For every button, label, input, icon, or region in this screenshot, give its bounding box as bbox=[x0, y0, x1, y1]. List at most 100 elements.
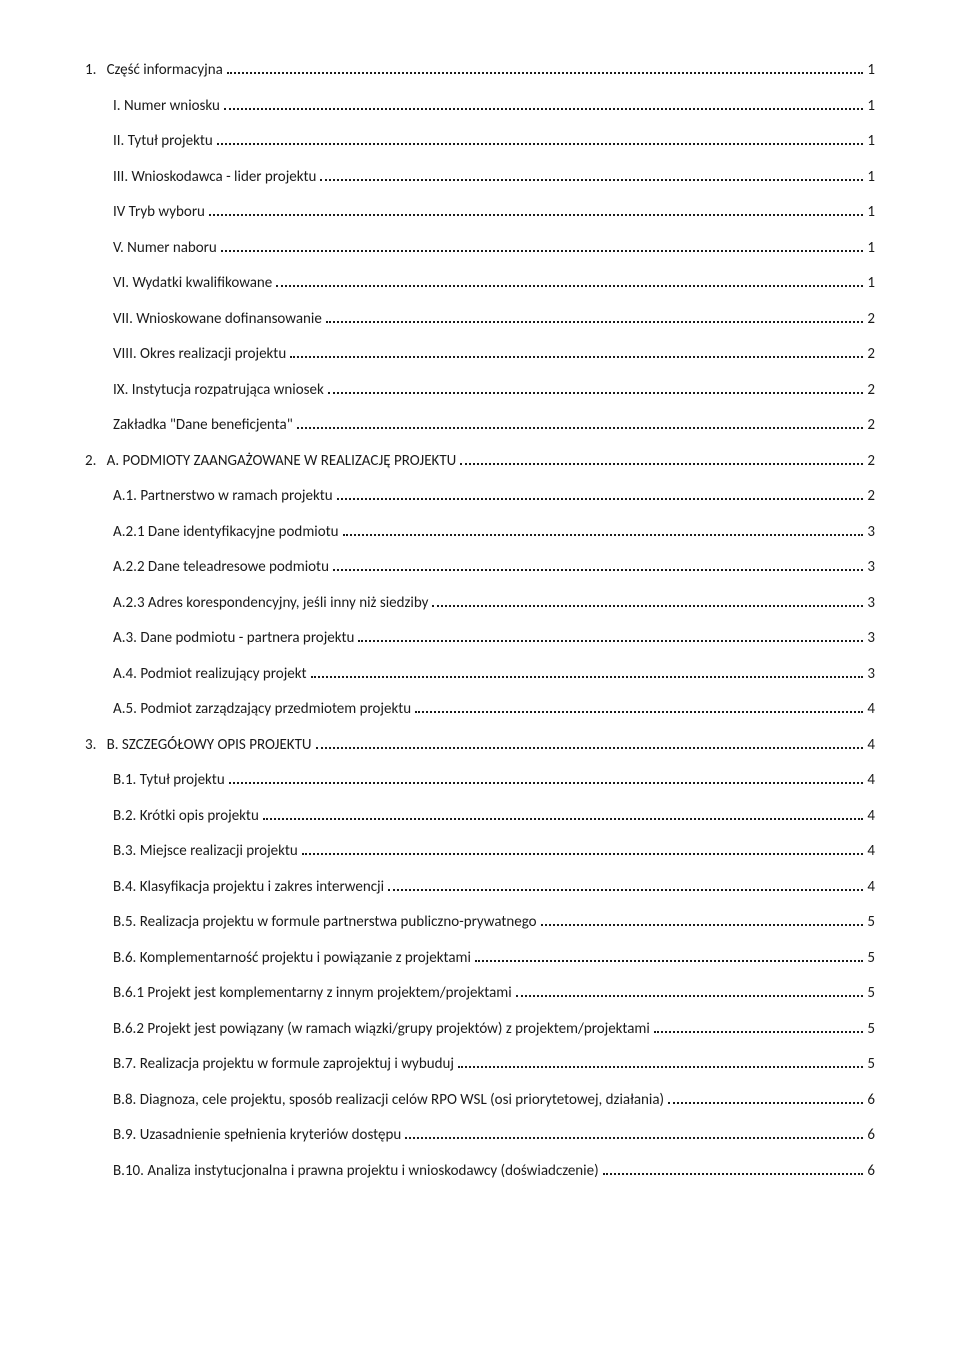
toc-entry-page: 1 bbox=[867, 202, 875, 223]
toc-entry-page: 1 bbox=[867, 167, 875, 188]
toc-leader-dots bbox=[276, 285, 863, 287]
toc-entry-page: 5 bbox=[867, 1054, 875, 1075]
toc-entry: B.2. Krótki opis projektu4 bbox=[85, 806, 875, 827]
toc-entry-label: Zakładka "Dane beneficjenta" bbox=[113, 415, 293, 436]
toc-leader-dots bbox=[217, 143, 864, 145]
toc-leader-dots bbox=[603, 1173, 864, 1175]
toc-entry: B.6.1 Projekt jest komplementarny z inny… bbox=[85, 983, 875, 1004]
toc-entry: IX. Instytucja rozpatrująca wniosek 2 bbox=[85, 380, 875, 401]
toc-entry-page: 2 bbox=[867, 415, 875, 436]
toc-leader-dots bbox=[388, 889, 863, 891]
toc-entry-page: 1 bbox=[867, 96, 875, 117]
toc-entry-page: 1 bbox=[867, 60, 875, 81]
toc-leader-dots bbox=[290, 356, 863, 358]
toc-entry-label: III. Wnioskodawca - lider projektu bbox=[113, 167, 316, 188]
toc-leader-dots bbox=[541, 924, 864, 926]
toc-entry-page: 4 bbox=[867, 841, 875, 862]
toc-entry-page: 4 bbox=[867, 806, 875, 827]
toc-entry-label: II. Tytuł projektu bbox=[113, 131, 213, 152]
toc-entry-label: B.6.1 Projekt jest komplementarny z inny… bbox=[113, 983, 512, 1004]
toc-entry: B.4. Klasyfikacja projektu i zakres inte… bbox=[85, 877, 875, 898]
toc-entry-label: VII. Wnioskowane dofinansowanie bbox=[113, 309, 322, 330]
toc-entry-label: V. Numer naboru bbox=[113, 238, 217, 259]
toc-entry-label: B.7. Realizacja projektu w formule zapro… bbox=[113, 1054, 454, 1075]
toc-leader-dots bbox=[326, 321, 864, 323]
toc-leader-dots bbox=[475, 960, 863, 962]
toc-entry-label: 2. A. PODMIOTY ZAANGAŻOWANE W REALIZACJĘ… bbox=[85, 451, 456, 472]
toc-leader-dots bbox=[227, 72, 864, 74]
toc-entry: VIII. Okres realizacji projektu2 bbox=[85, 344, 875, 365]
toc-leader-dots bbox=[311, 676, 864, 678]
toc-entry-page: 1 bbox=[867, 273, 875, 294]
toc-entry-page: 3 bbox=[867, 593, 875, 614]
toc-entry: B.6.2 Projekt jest powiązany (w ramach w… bbox=[85, 1019, 875, 1040]
toc-entry: A.2.1 Dane identyfikacyjne podmiotu3 bbox=[85, 522, 875, 543]
toc-entry-label: 1. Część informacyjna bbox=[85, 60, 223, 81]
toc-entry-page: 3 bbox=[867, 628, 875, 649]
toc-entry-label: I. Numer wniosku bbox=[113, 96, 220, 117]
toc-entry: VI. Wydatki kwalifikowane 1 bbox=[85, 273, 875, 294]
toc-entry-label: A.4. Podmiot realizujący projekt bbox=[113, 664, 307, 685]
toc-leader-dots bbox=[460, 463, 863, 465]
toc-entry: A.1. Partnerstwo w ramach projektu 2 bbox=[85, 486, 875, 507]
toc-entry-label: B.8. Diagnoza, cele projektu, sposób rea… bbox=[113, 1090, 664, 1111]
toc-entry-label: VI. Wydatki kwalifikowane bbox=[113, 273, 272, 294]
toc-leader-dots bbox=[333, 569, 863, 571]
toc-entry-page: 2 bbox=[867, 380, 875, 401]
toc-leader-dots bbox=[458, 1066, 863, 1068]
toc-entry-label: IV Tryb wyboru bbox=[113, 202, 205, 223]
toc-entry-page: 2 bbox=[867, 309, 875, 330]
toc-entry-page: 4 bbox=[867, 699, 875, 720]
toc-entry: B.10. Analiza instytucjonalna i prawna p… bbox=[85, 1161, 875, 1182]
toc-leader-dots bbox=[224, 108, 863, 110]
toc-entry-label: B.1. Tytuł projektu bbox=[113, 770, 225, 791]
toc-entry-page: 2 bbox=[867, 486, 875, 507]
toc-entry-page: 2 bbox=[867, 451, 875, 472]
toc-entry-label: A.2.3 Adres korespondencyjny, jeśli inny… bbox=[113, 593, 428, 614]
toc-entry: A.2.2 Dane teleadresowe podmiotu3 bbox=[85, 557, 875, 578]
toc-entry: Zakładka "Dane beneficjenta" 2 bbox=[85, 415, 875, 436]
toc-entry-label: A.1. Partnerstwo w ramach projektu bbox=[113, 486, 333, 507]
toc-entry: A.5. Podmiot zarządzający przedmiotem pr… bbox=[85, 699, 875, 720]
toc-leader-dots bbox=[297, 427, 864, 429]
toc-entry-page: 5 bbox=[867, 912, 875, 933]
toc-leader-dots bbox=[415, 711, 863, 713]
toc-entry-label: B.5. Realizacja projektu w formule partn… bbox=[113, 912, 537, 933]
toc-entry-page: 1 bbox=[867, 131, 875, 152]
toc-entry-label: A.5. Podmiot zarządzający przedmiotem pr… bbox=[113, 699, 411, 720]
toc-entry: 1. Część informacyjna 1 bbox=[85, 60, 875, 81]
toc-entry: I. Numer wniosku 1 bbox=[85, 96, 875, 117]
toc-entry-label: A.2.1 Dane identyfikacyjne podmiotu bbox=[113, 522, 339, 543]
toc-entry-label: B.6.2 Projekt jest powiązany (w ramach w… bbox=[113, 1019, 650, 1040]
toc-entry: 2. A. PODMIOTY ZAANGAŻOWANE W REALIZACJĘ… bbox=[85, 451, 875, 472]
toc-entry: V. Numer naboru1 bbox=[85, 238, 875, 259]
toc-leader-dots bbox=[229, 782, 864, 784]
toc-leader-dots bbox=[343, 534, 864, 536]
toc-entry: 3. B. SZCZEGÓŁOWY OPIS PROJEKTU4 bbox=[85, 735, 875, 756]
toc-entry-page: 6 bbox=[867, 1125, 875, 1146]
toc-leader-dots bbox=[320, 179, 863, 181]
toc-entry-label: B.3. Miejsce realizacji projektu bbox=[113, 841, 298, 862]
toc-entry-page: 2 bbox=[867, 344, 875, 365]
toc-entry-label: A.3. Dane podmiotu - partnera projektu bbox=[113, 628, 354, 649]
toc-entry: A.3. Dane podmiotu - partnera projektu 3 bbox=[85, 628, 875, 649]
toc-entry: III. Wnioskodawca - lider projektu 1 bbox=[85, 167, 875, 188]
toc-entry-label: IX. Instytucja rozpatrująca wniosek bbox=[113, 380, 324, 401]
toc-entry: II. Tytuł projektu 1 bbox=[85, 131, 875, 152]
toc-leader-dots bbox=[668, 1102, 863, 1104]
toc-leader-dots bbox=[209, 214, 863, 216]
toc-entry-page: 4 bbox=[867, 735, 875, 756]
toc-entry-page: 4 bbox=[867, 770, 875, 791]
toc-leader-dots bbox=[358, 640, 863, 642]
toc-leader-dots bbox=[263, 818, 864, 820]
toc-entry-label: B.4. Klasyfikacja projektu i zakres inte… bbox=[113, 877, 384, 898]
toc-entry: A.4. Podmiot realizujący projekt3 bbox=[85, 664, 875, 685]
toc-entry-page: 6 bbox=[867, 1161, 875, 1182]
toc-entry: B.5. Realizacja projektu w formule partn… bbox=[85, 912, 875, 933]
toc-entry: B.6. Komplementarność projektu i powiąza… bbox=[85, 948, 875, 969]
toc-leader-dots bbox=[221, 250, 864, 252]
toc-entry-page: 6 bbox=[867, 1090, 875, 1111]
toc-entry: B.7. Realizacja projektu w formule zapro… bbox=[85, 1054, 875, 1075]
toc-entry: B.1. Tytuł projektu 4 bbox=[85, 770, 875, 791]
toc-leader-dots bbox=[328, 392, 864, 394]
